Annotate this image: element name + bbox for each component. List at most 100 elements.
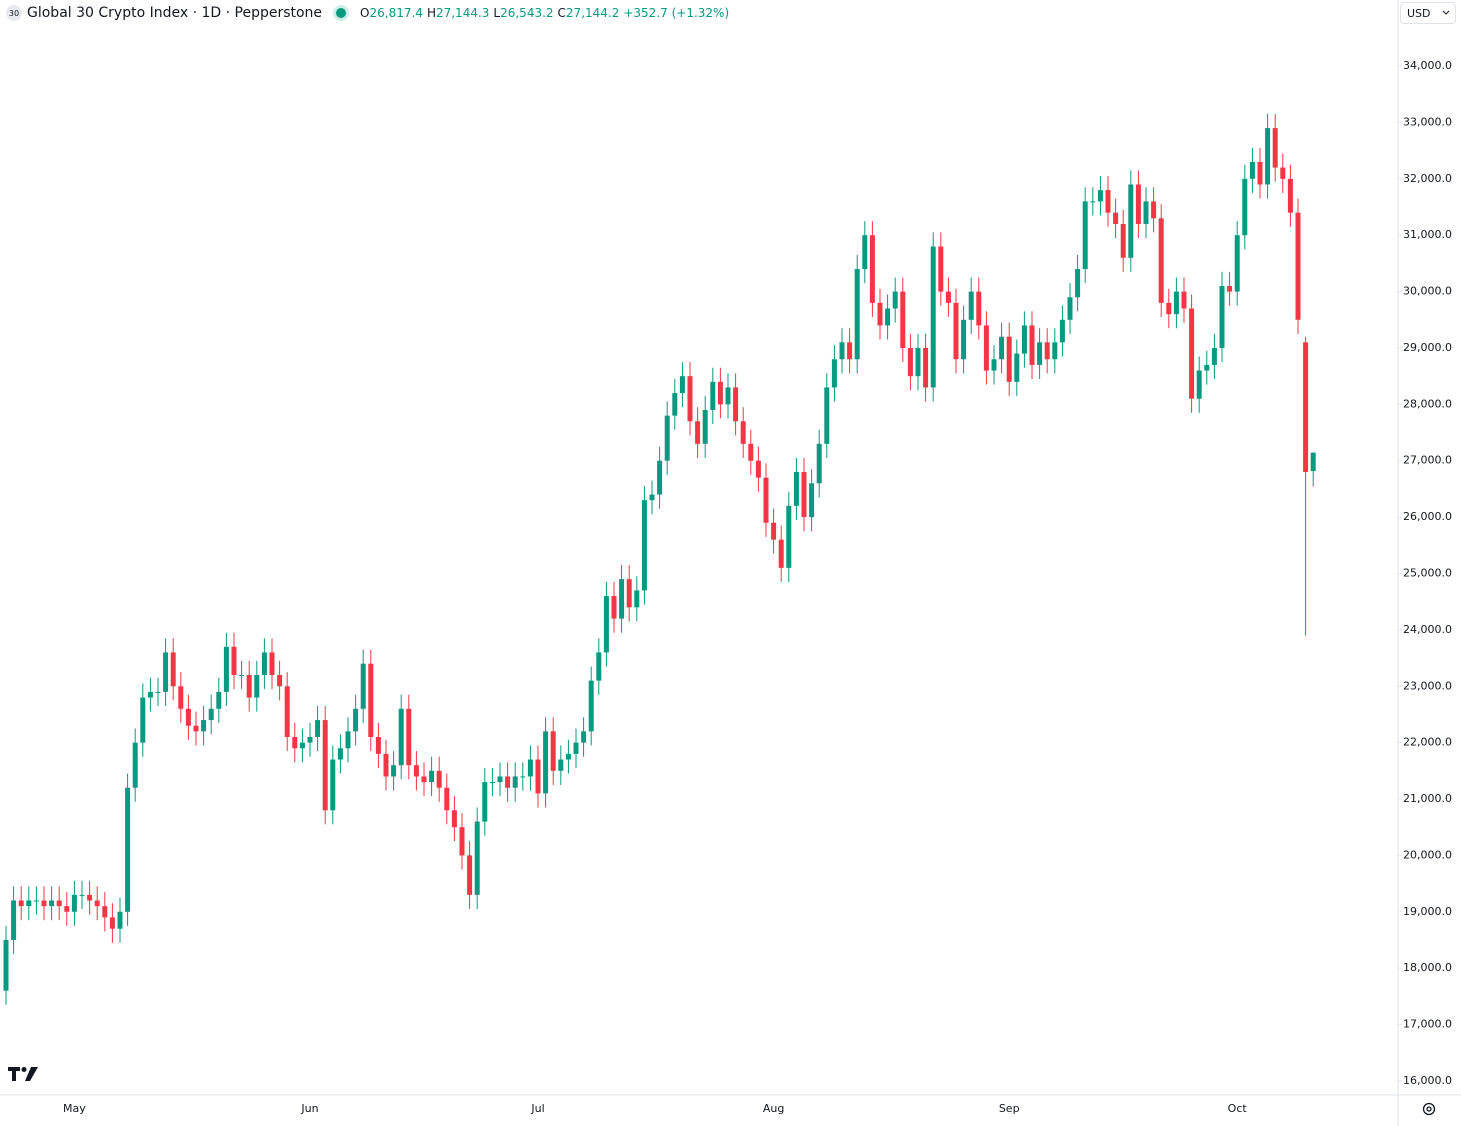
candle-body [216,691,222,709]
candle-body [170,652,176,687]
y-tick-label: 32,000.0 [1403,172,1452,185]
y-tick-label: 25,000.0 [1403,566,1452,579]
ohlc-value: 26,817.4 [369,6,423,20]
ohlc-key: O [360,6,370,20]
candle-body [679,376,685,394]
candle-body [619,579,625,619]
y-tick-label: 26,000.0 [1403,510,1452,523]
candle-body [315,720,321,737]
candle-body [1173,291,1179,315]
candle-body [831,359,837,388]
y-tick-label: 31,000.0 [1403,228,1452,241]
candle-body [1059,319,1065,343]
x-tick-label: May [63,1102,86,1115]
currency-button[interactable]: USD [1400,2,1456,24]
candle-body [1082,201,1088,270]
candle-body [565,753,571,760]
ohlc-values: O 26,817.4 H 27,144.3 L 26,543.2 C 27,144.2 [356,6,619,20]
candle-body [1234,235,1240,292]
candle-body [1090,201,1096,203]
candle-body [1287,178,1293,213]
candle-body [436,770,442,788]
candle-body [345,731,351,749]
candle-body [193,725,199,732]
candle-body [847,342,853,360]
candle-body [375,736,381,754]
candle-body [1037,342,1043,365]
y-tick-label: 27,000.0 [1403,454,1452,467]
candle-body [322,720,328,811]
y-tick-label: 30,000.0 [1403,285,1452,298]
candle-body [1280,167,1286,179]
candle-body [877,302,883,326]
candle-body [201,720,207,732]
y-tick-label: 29,000.0 [1403,341,1452,354]
candle-body [983,325,989,371]
candle-body [444,787,450,811]
candle-body [33,900,39,902]
candle-body [1219,285,1225,348]
candle-body [771,522,777,540]
candle-body [907,347,913,377]
market-status [336,8,347,18]
candle-body [1021,325,1027,354]
symbol-title[interactable]: Global 30 Crypto Index · 1D · Pepperston… [27,5,323,21]
ohlc-key: H [426,6,436,20]
ohlc-key: L [493,6,501,20]
candle-body [892,291,898,309]
candle-body [147,691,153,698]
candle-body [1097,190,1103,202]
settings-icon[interactable] [1422,1102,1436,1116]
x-tick-label: Oct [1228,1102,1248,1115]
candle-body [109,917,115,929]
candle-body [337,748,343,760]
candle-body [611,596,617,619]
candle-body [869,235,875,303]
candle-body [231,646,237,675]
candle-body [923,347,929,388]
candle-body [649,494,655,501]
candle-body [1257,161,1263,185]
candle-body [915,347,921,377]
candle-body [558,759,564,771]
candle-body [1006,336,1012,382]
ohlc-value: 27,144.3 [435,6,490,20]
y-tick-label: 16,000.0 [1403,1074,1452,1087]
candle-body [140,697,146,743]
candle-body [459,827,465,856]
candle-body [1143,201,1149,224]
candle-body [254,674,260,698]
ohlc-value: 26,543.2 [500,6,554,20]
candle-body [1067,297,1073,320]
candle-body [1105,190,1111,213]
candle-body [938,246,944,292]
candle-body [763,477,769,523]
candle-body [299,742,305,749]
candle-body [132,742,138,788]
x-tick-label: Aug [763,1102,784,1115]
candle-body [550,731,556,771]
candle-body [839,342,845,360]
candle-body [421,776,427,783]
candle-body [489,782,495,784]
candle-body [1196,370,1202,399]
candle-body [117,911,123,929]
candle-body [413,765,419,777]
candle-body [740,421,746,444]
candle-body [163,652,169,692]
candle-body [900,291,906,348]
candle-body [687,376,693,422]
candle-body [64,906,70,912]
candle-body [672,393,678,416]
candle-body [603,596,609,653]
candle-body [588,680,594,732]
y-tick-label: 23,000.0 [1403,679,1452,692]
y-tick-label: 34,000.0 [1403,59,1452,72]
candle-body [961,319,967,360]
candle-body [1135,184,1141,224]
candle-body [1014,353,1020,382]
candle-body [520,776,526,778]
candle-body [451,810,457,828]
